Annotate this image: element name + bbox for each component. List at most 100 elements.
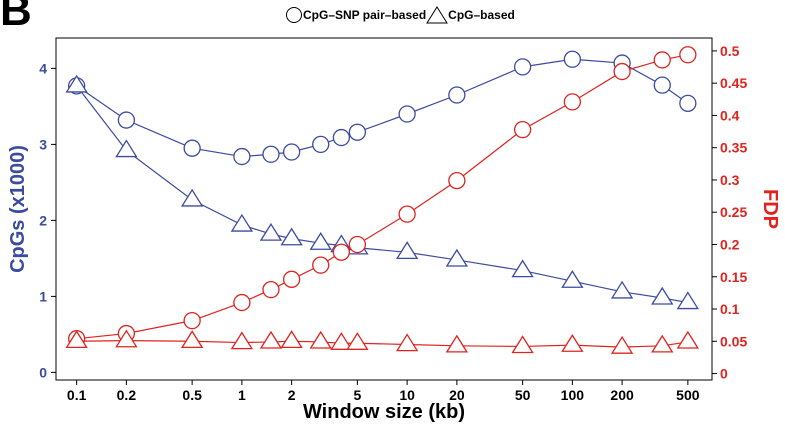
data-point	[233, 147, 251, 166]
data-point	[309, 232, 332, 250]
y-axis-left: 0 1 2 3 4	[39, 60, 56, 380]
data-point	[332, 128, 351, 147]
data-point	[115, 329, 138, 348]
panel-label: B	[0, 0, 32, 35]
data-point	[513, 120, 532, 139]
data-point	[230, 331, 254, 350]
y-right-tick-label: 0.3	[720, 172, 740, 188]
data-point	[653, 76, 671, 94]
y-left-tick-label: 3	[39, 136, 47, 152]
data-point	[563, 50, 582, 68]
y-right-tick-label: 0.25	[720, 204, 747, 220]
y-left-tick-label: 2	[39, 212, 47, 228]
data-point	[561, 334, 584, 352]
x-axis: 0.1 0.2 0.5 1 2 5 10 20 50 100 200 500	[67, 380, 700, 403]
y-left-tick-label: 4	[39, 60, 47, 76]
y-right-tick-label: 0.15	[720, 269, 747, 285]
x-tick-label: 100	[561, 387, 585, 403]
series-line	[76, 58, 689, 158]
plot-frame	[55, 37, 713, 381]
data-point	[183, 311, 201, 330]
x-tick-label: 0.5	[182, 387, 202, 403]
series-left-circle	[67, 50, 697, 166]
data-point	[259, 330, 283, 349]
x-tick-label: 1	[238, 387, 246, 403]
data-point	[330, 332, 353, 350]
data-point	[679, 94, 697, 113]
series-line	[76, 340, 688, 348]
x-tick-label: 2	[288, 387, 296, 403]
y-right-tick-label: 0.1	[720, 301, 740, 317]
legend-label-circle: CpG–SNP pair–based	[303, 8, 427, 22]
x-tick-label: 50	[515, 387, 531, 403]
data-point	[230, 213, 254, 232]
y-right-tick-label: 0.5	[720, 43, 740, 59]
data-point	[332, 243, 351, 261]
data-point	[65, 74, 88, 93]
data-point	[65, 330, 88, 349]
x-tick-label: 200	[610, 387, 634, 403]
data-point	[445, 248, 469, 267]
data-point	[610, 280, 634, 299]
data-point	[117, 111, 136, 129]
y-axis-right: 0 0.05 0.1 0.15 0.2 0.25 0.3 0.35 0.4 0.45 0.5	[712, 43, 747, 382]
data-point	[513, 58, 532, 76]
data-point	[346, 332, 369, 350]
data-point	[398, 105, 416, 123]
series-right-triangle	[65, 329, 700, 354]
legend-entry-triangle: CpG–based	[426, 6, 515, 24]
series-line	[76, 85, 688, 304]
data-point	[511, 259, 534, 278]
y-right-tick-label: 0	[720, 366, 728, 382]
data-point	[180, 330, 204, 349]
data-point	[280, 227, 303, 246]
legend-entry-circle: CpG–SNP pair–based	[285, 6, 426, 24]
data-point	[280, 330, 303, 349]
data-point	[651, 334, 674, 353]
legend: CpG–SNP pair–based CpG–based	[285, 6, 515, 24]
data-point	[653, 51, 671, 69]
data-point	[511, 335, 534, 354]
x-tick-label: 5	[353, 387, 361, 403]
data-point	[309, 330, 332, 349]
series-right-circle	[67, 46, 697, 348]
data-point	[348, 123, 367, 141]
data-point	[679, 46, 697, 64]
data-point	[115, 139, 138, 158]
x-tick-label: 500	[676, 387, 700, 403]
x-tick-label: 0.1	[67, 387, 87, 403]
y-axis-label-left: CpGs (x1000)	[7, 145, 29, 273]
data-point	[282, 143, 301, 161]
data-point	[259, 222, 283, 241]
y-left-tick-label: 1	[39, 288, 47, 304]
data-point	[233, 293, 251, 312]
data-point	[651, 286, 674, 305]
x-axis-label: Window size (kb)	[303, 401, 465, 423]
data-point	[348, 235, 367, 254]
data-point	[563, 93, 582, 111]
data-point	[610, 335, 634, 354]
data-point	[395, 241, 419, 260]
series-layer	[65, 46, 700, 354]
y-right-tick-label: 0.35	[720, 140, 747, 156]
legend-triangle-marker	[426, 6, 449, 24]
y-right-tick-label: 0.05	[720, 333, 747, 349]
data-point	[448, 86, 466, 104]
data-point	[448, 171, 466, 190]
data-point	[398, 205, 416, 223]
data-point	[395, 333, 419, 352]
data-point	[613, 62, 631, 81]
data-point	[262, 281, 280, 299]
x-tick-label: 10	[399, 387, 415, 403]
y-right-tick-label: 0.45	[720, 75, 747, 91]
data-point	[180, 188, 204, 207]
data-point	[561, 270, 584, 288]
data-point	[262, 145, 280, 163]
data-point	[282, 270, 301, 288]
y-right-tick-label: 0.4	[720, 107, 740, 123]
y-axis-label-right: FDP	[759, 189, 781, 229]
legend-circle-marker	[286, 7, 302, 23]
data-point	[676, 330, 700, 349]
series-line	[76, 54, 688, 340]
